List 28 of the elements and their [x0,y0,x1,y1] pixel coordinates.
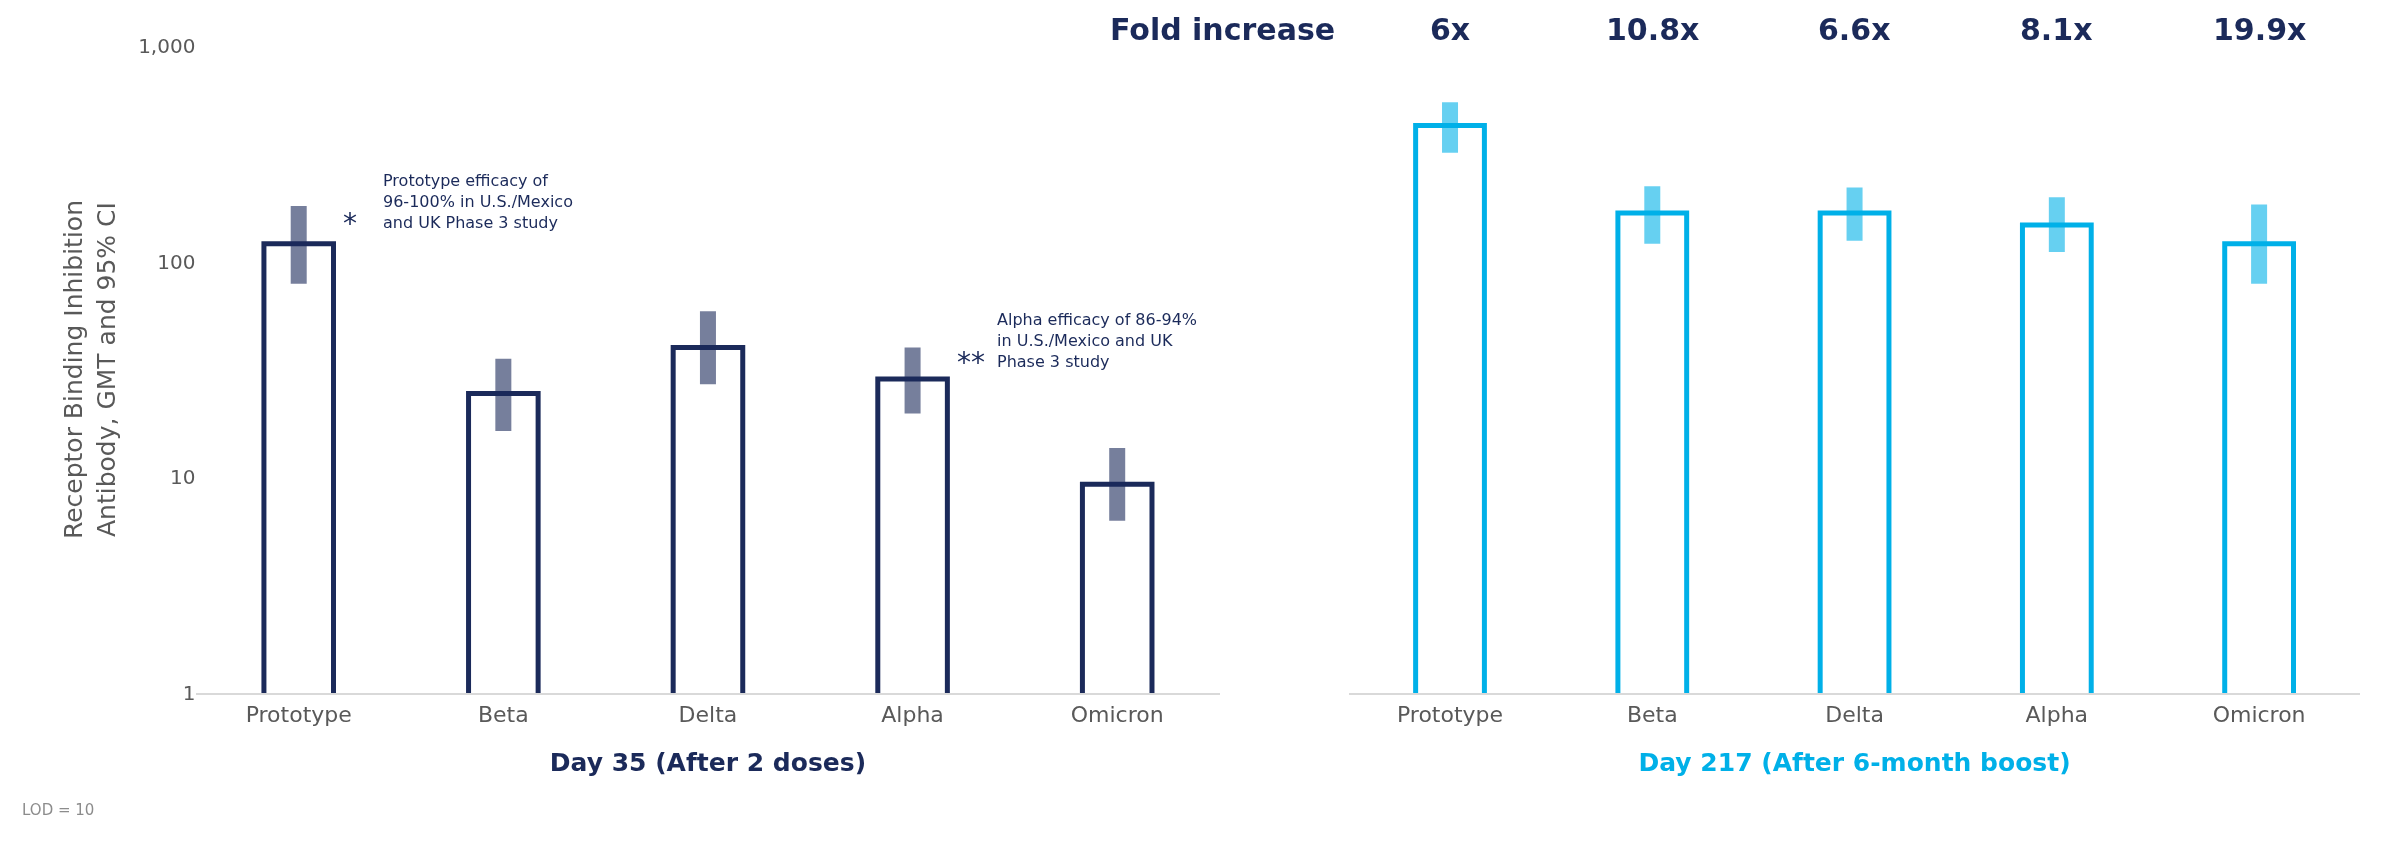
text: LOD = 10 [22,801,95,819]
x-axis-title: Day 35 (After 2 doses) [549,748,867,778]
x-tick-label: Beta [477,701,529,727]
y-tick-label: 10 [169,465,196,490]
x-tick-label: Omicron [2212,701,2306,727]
annotation: Fold increase [1110,12,1336,47]
y-tick-label: 1,000 [138,33,196,58]
annotation: 19.9x [2213,12,2307,47]
x-tick-label: Omicron [1070,701,1164,727]
annotation: * [343,207,357,240]
y-tick-label: 100 [157,249,196,274]
x-axis-title: Day 217 (After 6-month boost) [1638,748,2071,778]
x-tick-label: Beta [1626,701,1678,727]
annotation: 8.1x [2020,12,2093,47]
x-tick-label: Prototype [245,701,352,727]
annotation: Alpha efficacy of 86-94% in U.S./Mexico and UK Phase 3 study [997,310,1198,371]
x-tick-label: Delta [678,701,738,727]
y-axis-title: Receptor Binding Inhibition Antibody, GMT and 95% CI [59,200,121,540]
x-tick-label: Alpha [881,701,944,727]
x-tick-label: Delta [1825,701,1884,727]
annotation: 10.8x [1606,12,1700,47]
annotation: ** [957,346,985,379]
annotation: Prototype efficacy of 96-100% in U.S./Mexico and UK Phase 3 study [383,171,573,232]
x-tick-label: Alpha [2025,701,2089,727]
annotation: 6.6x [1818,12,1891,47]
x-tick-label: Prototype [1396,701,1504,727]
annotation: 6x [1430,12,1471,47]
y-tick-label: 1 [182,681,196,706]
